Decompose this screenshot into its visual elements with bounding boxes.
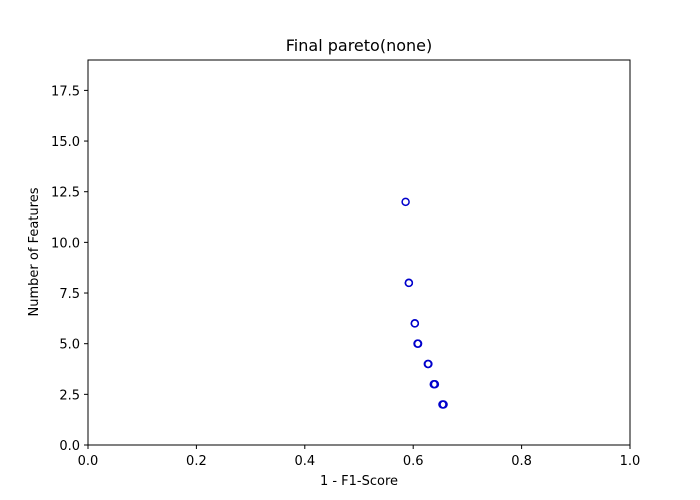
data-point (430, 379, 440, 389)
y-tick-label: 0.0 (59, 439, 80, 454)
y-tick-label: 17.5 (51, 84, 80, 99)
y-axis-label: Number of Features (27, 187, 42, 316)
y-tick-label: 7.5 (59, 287, 80, 302)
x-tick-label: 1.0 (620, 454, 641, 469)
y-tick-label: 2.5 (59, 388, 80, 403)
y-tick-label: 5.0 (59, 338, 80, 353)
data-point (424, 359, 433, 369)
x-tick-label: 0.8 (511, 454, 532, 469)
data-point (410, 319, 420, 328)
x-tick-label: 0.0 (78, 454, 99, 469)
data-point (401, 197, 410, 207)
x-axis-ticks: 0.0 0.2 0.4 0.6 0.8 1.0 (78, 445, 641, 469)
chart-title: Final pareto(none) (286, 36, 432, 55)
y-axis-ticks: 0.0 2.5 5.0 7.5 10.0 12.5 15.0 17.5 (51, 84, 88, 454)
plot-area (88, 60, 630, 445)
y-tick-label: 15.0 (51, 135, 80, 150)
x-tick-label: 0.4 (294, 454, 315, 469)
x-axis-label: 1 - F1-Score (320, 474, 398, 489)
data-point (404, 278, 414, 288)
y-tick-label: 12.5 (51, 186, 80, 201)
plot-frame (87, 59, 631, 446)
data-point (413, 339, 423, 348)
x-tick-label: 0.6 (403, 454, 424, 469)
y-tick-label: 10.0 (51, 236, 80, 251)
data-point (439, 400, 448, 409)
x-tick-label: 0.2 (186, 454, 207, 469)
data-points (401, 197, 448, 409)
